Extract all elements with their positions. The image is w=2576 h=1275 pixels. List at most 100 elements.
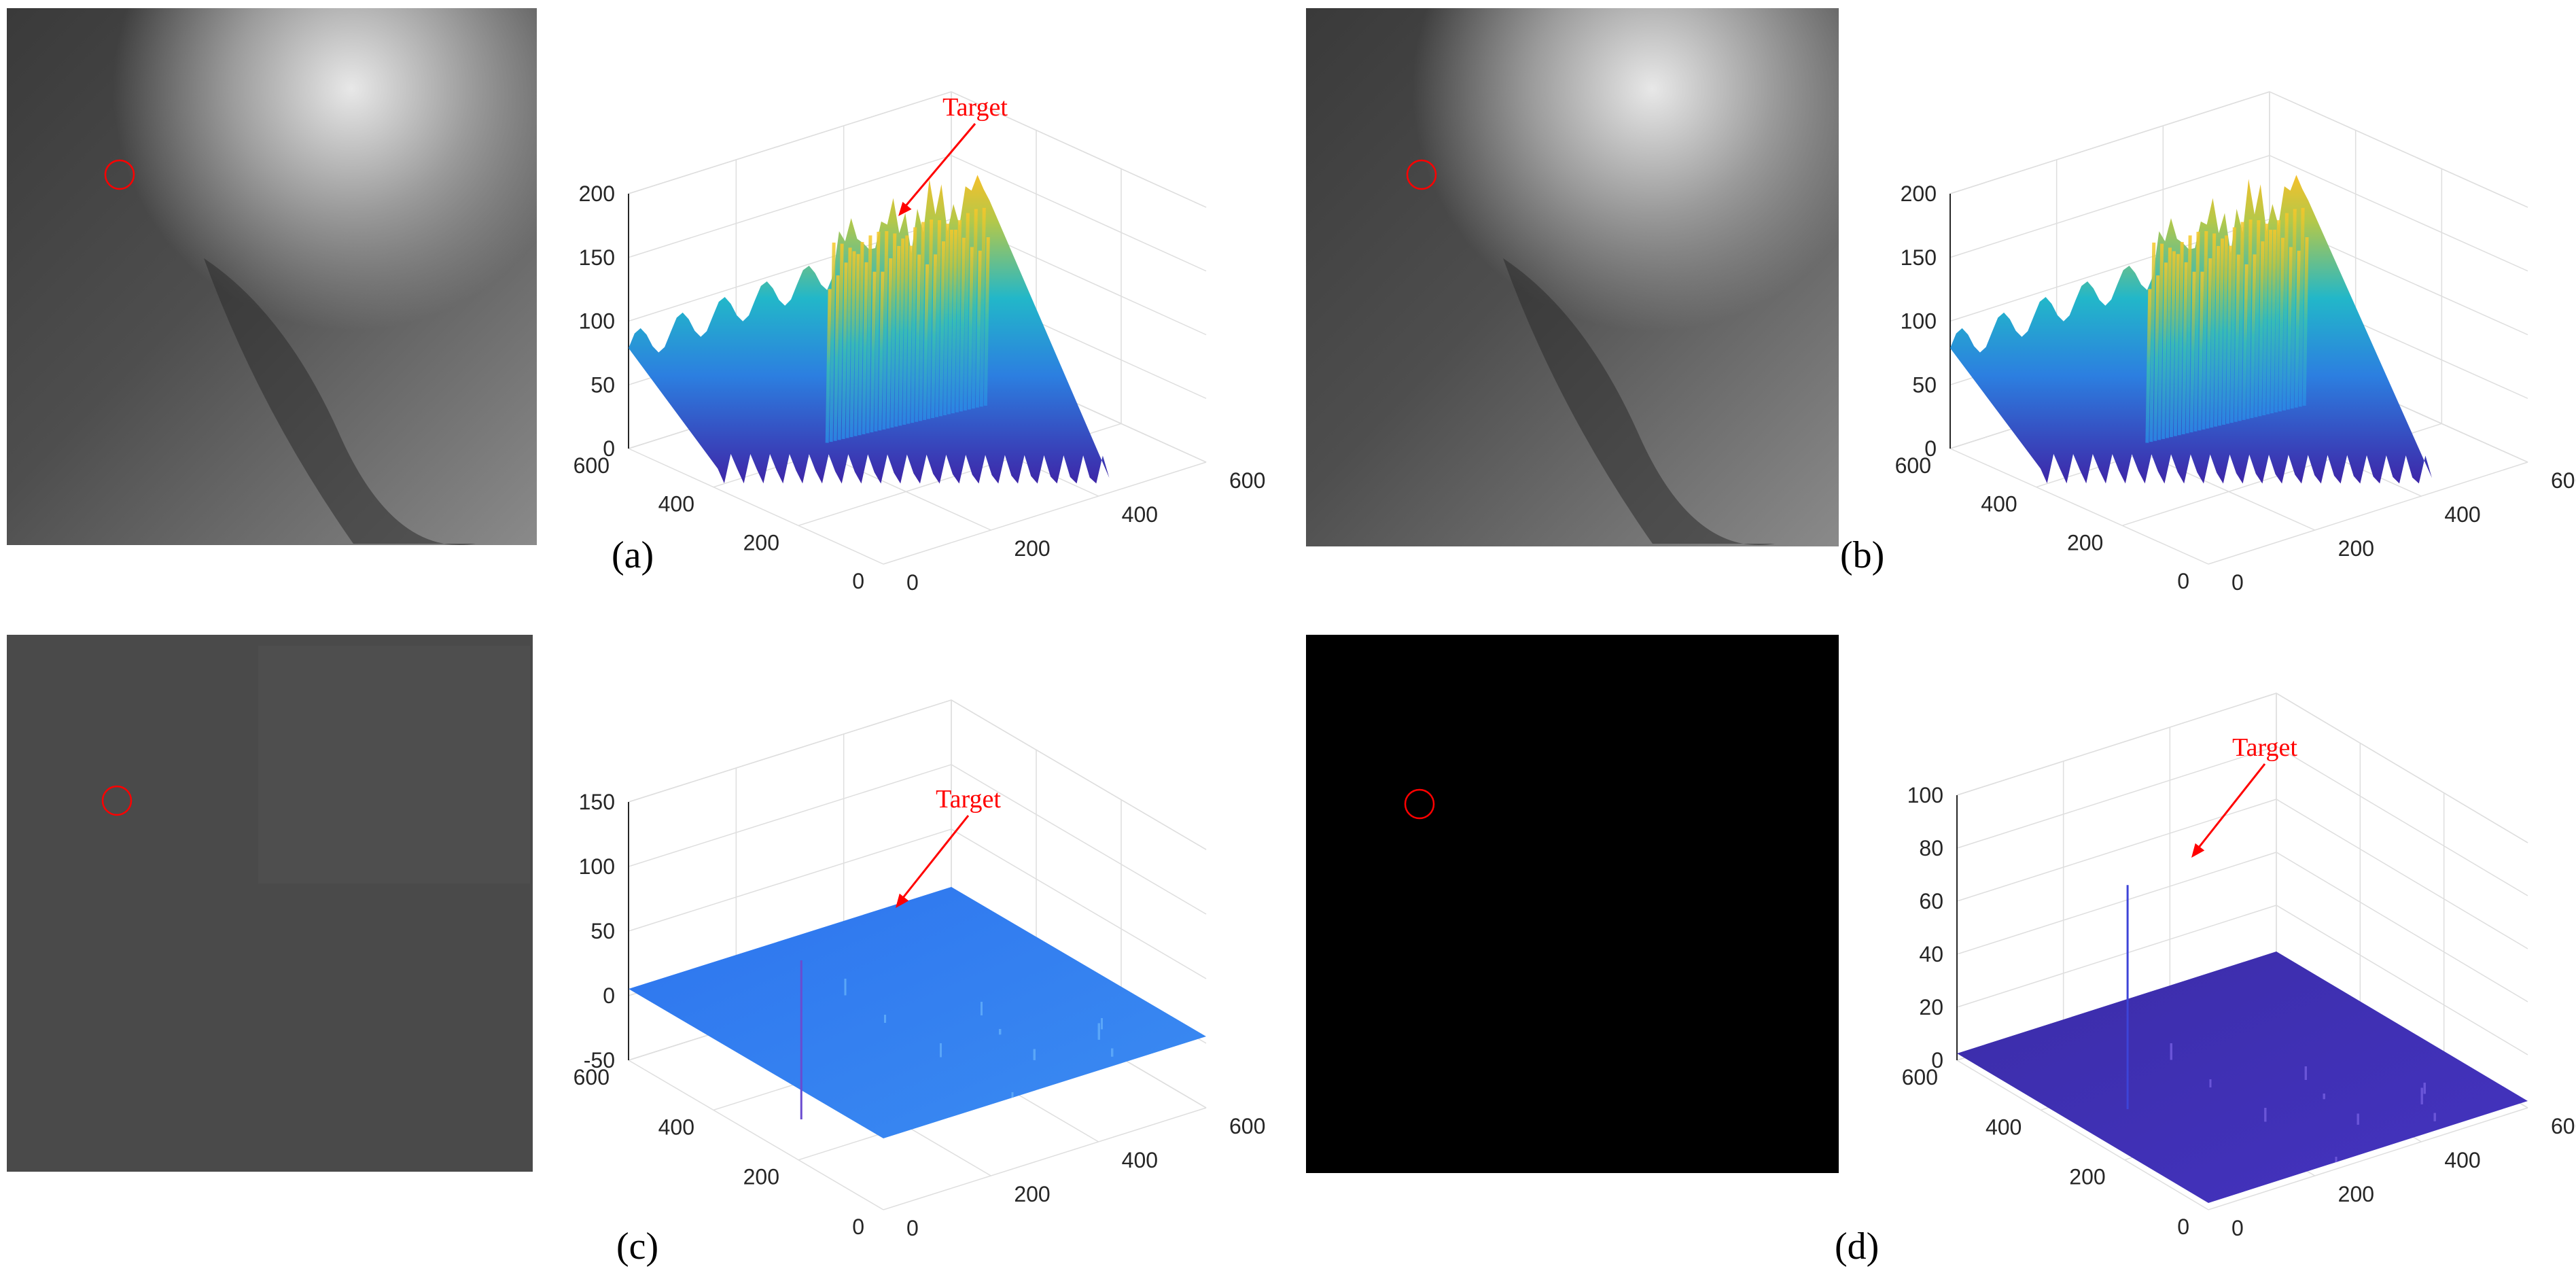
surface bbox=[629, 175, 1110, 484]
surface-spike bbox=[2177, 242, 2184, 436]
x-tick-label: 400 bbox=[2444, 1148, 2480, 1172]
z-tick-label: 60 bbox=[1919, 889, 1943, 913]
scene-image-b bbox=[1306, 8, 1839, 546]
y-tick-label: 0 bbox=[2177, 569, 2189, 593]
box-edge bbox=[951, 699, 1207, 850]
grid-line-x bbox=[1949, 448, 2209, 565]
z-tick-label: 0 bbox=[1931, 1048, 1943, 1072]
panel-label-d: (d) bbox=[1835, 1225, 1879, 1268]
surface-spike bbox=[841, 262, 848, 439]
z-tick-label: 150 bbox=[1901, 245, 1937, 270]
surface-spike bbox=[2221, 235, 2228, 425]
panel-label-b: (b) bbox=[1840, 534, 1884, 576]
panel-label-c: (c) bbox=[616, 1225, 658, 1268]
target-annotation: Target bbox=[896, 785, 1001, 908]
surface-spike bbox=[874, 231, 881, 432]
x-tick-label: 400 bbox=[2444, 502, 2480, 527]
x-tick-label: 200 bbox=[1014, 536, 1050, 561]
target-circle-c bbox=[101, 785, 133, 816]
surface-spike bbox=[886, 258, 893, 429]
surface-spike bbox=[959, 237, 966, 412]
surface-spike bbox=[845, 247, 852, 438]
x-tick-label: 600 bbox=[1229, 468, 1265, 493]
panel-label-a: (a) bbox=[612, 534, 654, 576]
z-tick-label: 20 bbox=[1919, 995, 1943, 1019]
y-tick-label: 200 bbox=[743, 530, 779, 555]
z-tick-label: 100 bbox=[579, 854, 615, 879]
surface-spike bbox=[2198, 271, 2204, 431]
target-circle-a bbox=[104, 159, 135, 190]
surface-spike bbox=[898, 238, 905, 426]
surface-spike bbox=[2173, 254, 2180, 436]
surface-spike bbox=[931, 254, 938, 419]
surface-spike bbox=[2254, 220, 2261, 417]
x-tick-label: 600 bbox=[2551, 1114, 2576, 1138]
z-tick-label: 100 bbox=[1907, 783, 1943, 807]
surface-spike bbox=[927, 219, 934, 419]
surface-spike bbox=[2262, 224, 2269, 415]
z-tick-label: 200 bbox=[579, 181, 615, 206]
grid-line-z bbox=[628, 91, 1207, 208]
surface-spike bbox=[2250, 254, 2257, 419]
surface-spike bbox=[2229, 227, 2236, 423]
y-tick-label: 600 bbox=[1895, 453, 1931, 478]
target-annotation: Target bbox=[898, 93, 1008, 216]
surface-spike bbox=[967, 247, 974, 410]
x-tick-label: 400 bbox=[1122, 1148, 1158, 1172]
y-tick-label: 200 bbox=[743, 1165, 779, 1189]
box-edge bbox=[2276, 693, 2528, 843]
target-label: Target bbox=[2232, 733, 2297, 762]
surface-spike bbox=[2278, 237, 2284, 412]
grid-line-x bbox=[1956, 1060, 2209, 1210]
surface-spike bbox=[2270, 229, 2277, 414]
surface-spike bbox=[2266, 229, 2273, 415]
z-tick-label: 50 bbox=[590, 372, 615, 397]
surface-spike bbox=[2202, 231, 2208, 430]
box-edge bbox=[951, 91, 1207, 208]
surface-body bbox=[1950, 175, 2432, 484]
surface-spike bbox=[890, 233, 897, 428]
x-tick-label: 600 bbox=[1229, 1114, 1265, 1138]
target-circle-d bbox=[1404, 788, 1435, 820]
target-arrowhead bbox=[896, 893, 909, 908]
surface-spike bbox=[979, 207, 986, 407]
surface-spike bbox=[2242, 264, 2248, 420]
x-tick-label: 0 bbox=[2231, 1216, 2244, 1240]
target-arrow bbox=[2197, 763, 2266, 849]
z-tick-label: 0 bbox=[1924, 436, 1937, 461]
surface-spike bbox=[882, 231, 889, 430]
x-tick-label: 200 bbox=[2338, 1182, 2374, 1206]
scene-image-a bbox=[7, 8, 537, 545]
surface-spike bbox=[2286, 247, 2293, 410]
surface-spike bbox=[2145, 289, 2152, 443]
target-arrow bbox=[901, 815, 970, 899]
surface-spike bbox=[2189, 271, 2196, 433]
surface-spike bbox=[849, 251, 856, 438]
surface-spike bbox=[923, 264, 930, 420]
surface-spike bbox=[825, 289, 832, 443]
y-tick-label: 600 bbox=[1902, 1065, 1938, 1089]
surface-spike bbox=[2225, 245, 2232, 424]
panel-d: 02040608010002004006000200400600Target (… bbox=[1306, 635, 2576, 1268]
grid-line-y bbox=[883, 461, 1207, 565]
y-tick-label: 400 bbox=[1981, 492, 2017, 517]
y-tick-label: 0 bbox=[2177, 1215, 2189, 1239]
surface-spike bbox=[837, 243, 844, 440]
grid-line-y bbox=[2208, 461, 2528, 565]
surface-spike bbox=[911, 227, 917, 423]
surface-spike bbox=[915, 254, 921, 422]
surface-spike bbox=[2234, 254, 2240, 422]
target-circle-b bbox=[1406, 159, 1437, 190]
z-tick-label: 50 bbox=[590, 919, 615, 943]
tick-labels: -50 0 50 100 150 0 200 400 600 0 200 400 600 bbox=[574, 790, 1266, 1240]
z-tick-label: 80 bbox=[1919, 836, 1943, 860]
surface-spike bbox=[2302, 237, 2309, 406]
grid-line-x bbox=[628, 448, 884, 565]
y-tick-label: 600 bbox=[574, 1065, 610, 1089]
y-tick-label: 0 bbox=[852, 1215, 864, 1239]
x-tick-label: 600 bbox=[2551, 468, 2576, 493]
surface-spike bbox=[2162, 262, 2168, 439]
